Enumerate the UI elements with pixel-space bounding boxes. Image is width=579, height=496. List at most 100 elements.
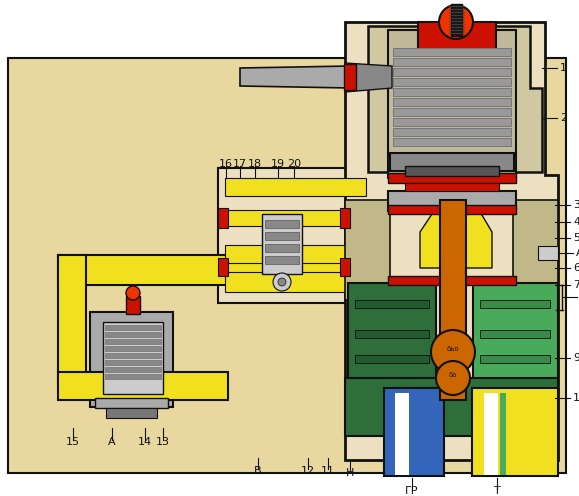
Bar — [218, 208, 228, 228]
Bar — [355, 355, 429, 363]
Bar — [105, 374, 161, 379]
Bar — [472, 388, 558, 476]
Polygon shape — [345, 22, 558, 460]
Circle shape — [273, 273, 291, 291]
Text: δо: δо — [449, 372, 457, 378]
Bar — [538, 246, 558, 260]
Bar — [344, 64, 356, 90]
Text: 5: 5 — [573, 233, 579, 243]
Bar — [355, 330, 429, 338]
Text: 18: 18 — [248, 159, 262, 169]
Bar — [126, 296, 140, 314]
Text: δьо: δьо — [446, 346, 459, 352]
Bar — [388, 30, 516, 178]
Bar — [393, 98, 511, 106]
Bar — [105, 339, 161, 344]
Bar — [265, 232, 299, 240]
Text: ГР: ГР — [405, 486, 419, 496]
Bar — [58, 255, 373, 285]
Text: 13: 13 — [156, 437, 170, 447]
Text: Н: Н — [346, 468, 354, 478]
Bar — [225, 178, 366, 196]
Bar — [105, 353, 161, 358]
Bar — [393, 68, 511, 76]
Text: 3: 3 — [573, 200, 579, 210]
Bar — [95, 398, 168, 408]
Bar — [265, 256, 299, 264]
Text: 16: 16 — [219, 159, 233, 169]
Bar — [393, 78, 511, 86]
Bar — [218, 168, 373, 303]
Bar — [473, 283, 558, 383]
Bar — [451, 4, 462, 36]
Bar — [393, 118, 511, 126]
Text: 7: 7 — [573, 280, 579, 290]
Text: 20: 20 — [287, 159, 301, 169]
Bar — [105, 332, 161, 337]
Circle shape — [431, 330, 475, 374]
Bar — [393, 138, 511, 146]
Bar — [513, 200, 558, 300]
Bar — [390, 153, 514, 171]
Text: 15: 15 — [66, 437, 80, 447]
Bar — [58, 372, 228, 400]
Polygon shape — [345, 63, 392, 92]
Bar — [388, 276, 516, 285]
Bar — [225, 210, 366, 226]
Bar — [105, 346, 161, 351]
Bar — [393, 108, 511, 116]
Bar — [8, 58, 566, 473]
Bar — [262, 214, 302, 274]
Text: 1: 1 — [560, 63, 567, 73]
Text: Ат: Ат — [576, 248, 579, 258]
Text: В: В — [254, 466, 262, 476]
Polygon shape — [368, 26, 542, 172]
Bar — [105, 325, 161, 330]
Bar — [90, 312, 173, 407]
Text: 12: 12 — [301, 466, 315, 476]
Polygon shape — [420, 205, 492, 268]
Text: 9: 9 — [573, 353, 579, 363]
Text: Т: Т — [494, 486, 500, 496]
Text: 11: 11 — [321, 466, 335, 476]
Circle shape — [126, 286, 140, 300]
Text: 6: 6 — [573, 263, 579, 273]
Bar — [355, 300, 429, 308]
Bar — [405, 166, 499, 176]
Bar — [480, 300, 550, 308]
Bar — [225, 272, 366, 292]
Circle shape — [436, 361, 470, 395]
Bar — [393, 48, 511, 56]
Bar — [384, 388, 444, 476]
Bar — [218, 258, 228, 276]
Bar — [345, 378, 558, 436]
Bar — [440, 200, 466, 400]
Bar — [103, 322, 163, 394]
Text: 19: 19 — [271, 159, 285, 169]
Bar — [348, 283, 436, 383]
Bar — [388, 191, 516, 211]
Circle shape — [439, 5, 473, 39]
Bar — [106, 408, 157, 418]
Circle shape — [278, 278, 286, 286]
Bar — [393, 128, 511, 136]
Bar — [500, 393, 506, 475]
Bar — [480, 355, 550, 363]
Bar — [393, 58, 511, 66]
Bar — [340, 208, 350, 228]
Bar — [480, 330, 550, 338]
Bar — [388, 173, 516, 183]
Bar — [265, 244, 299, 252]
Polygon shape — [240, 66, 350, 88]
Bar — [265, 220, 299, 228]
Bar — [388, 205, 516, 214]
Bar — [340, 258, 350, 276]
Text: 4: 4 — [573, 217, 579, 227]
Bar — [418, 22, 496, 54]
Bar — [105, 367, 161, 372]
Bar — [411, 393, 416, 475]
Text: 17: 17 — [233, 159, 247, 169]
Bar — [393, 88, 511, 96]
Bar — [405, 183, 499, 191]
Bar — [395, 393, 409, 475]
